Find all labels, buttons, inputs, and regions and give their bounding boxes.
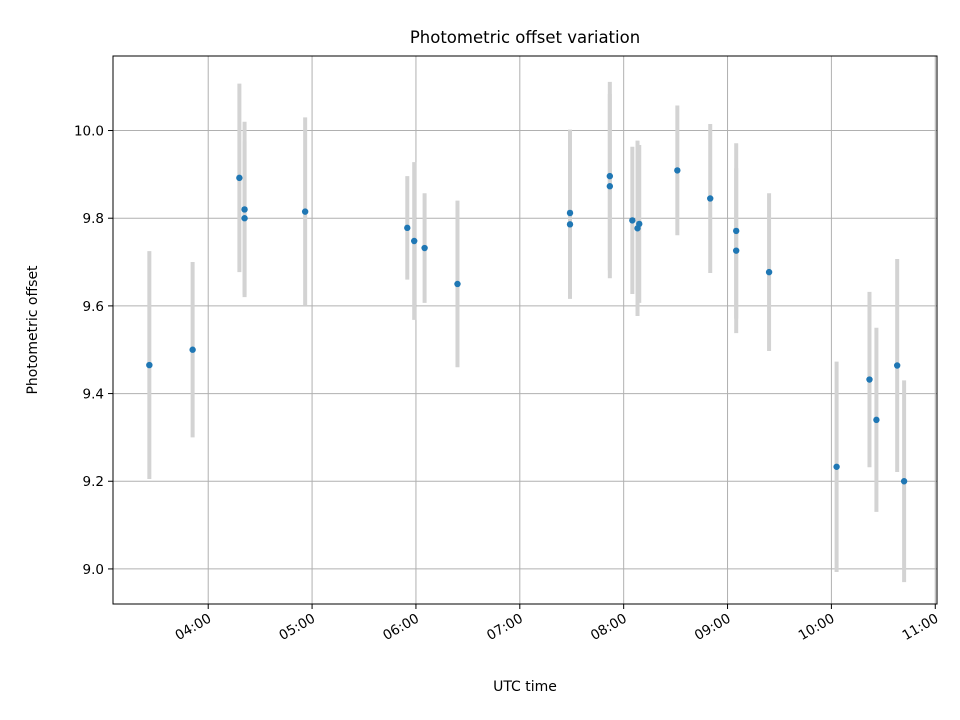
chart-title: Photometric offset variation [410, 28, 640, 47]
x-axis-label: UTC time [493, 679, 557, 695]
data-point [454, 280, 461, 288]
data-point [421, 244, 428, 252]
data-point [241, 206, 248, 213]
data-point [866, 376, 873, 383]
data-point [873, 416, 880, 424]
data-point [404, 224, 411, 232]
data-point [411, 237, 418, 245]
y-tick-label: 9.0 [83, 562, 104, 578]
data-point [674, 167, 681, 174]
data-point [606, 183, 614, 190]
data-point [900, 478, 908, 485]
data-points [146, 167, 908, 485]
data-point [732, 247, 740, 254]
data-point [146, 361, 153, 369]
data-point [707, 195, 714, 202]
data-point [301, 208, 309, 215]
data-point [732, 227, 740, 235]
data-point [893, 362, 901, 369]
data-point [636, 220, 643, 228]
data-point [189, 346, 196, 353]
data-point [606, 172, 614, 180]
y-axis-label: Photometric offset [25, 265, 41, 395]
y-tick-label: 9.6 [83, 299, 104, 315]
data-point [765, 268, 773, 276]
y-tick-label: 9.4 [83, 387, 104, 403]
y-tick-label: 9.8 [83, 211, 104, 227]
grid-lines [113, 56, 937, 604]
y-tick-label: 10.0 [74, 124, 104, 140]
data-point [241, 215, 248, 222]
plot-area-frame [112, 55, 938, 605]
data-point [629, 217, 636, 224]
data-point [833, 463, 840, 470]
y-tick-label: 9.2 [83, 474, 104, 490]
data-point [566, 209, 574, 217]
data-point [236, 174, 243, 182]
data-point [566, 221, 574, 228]
